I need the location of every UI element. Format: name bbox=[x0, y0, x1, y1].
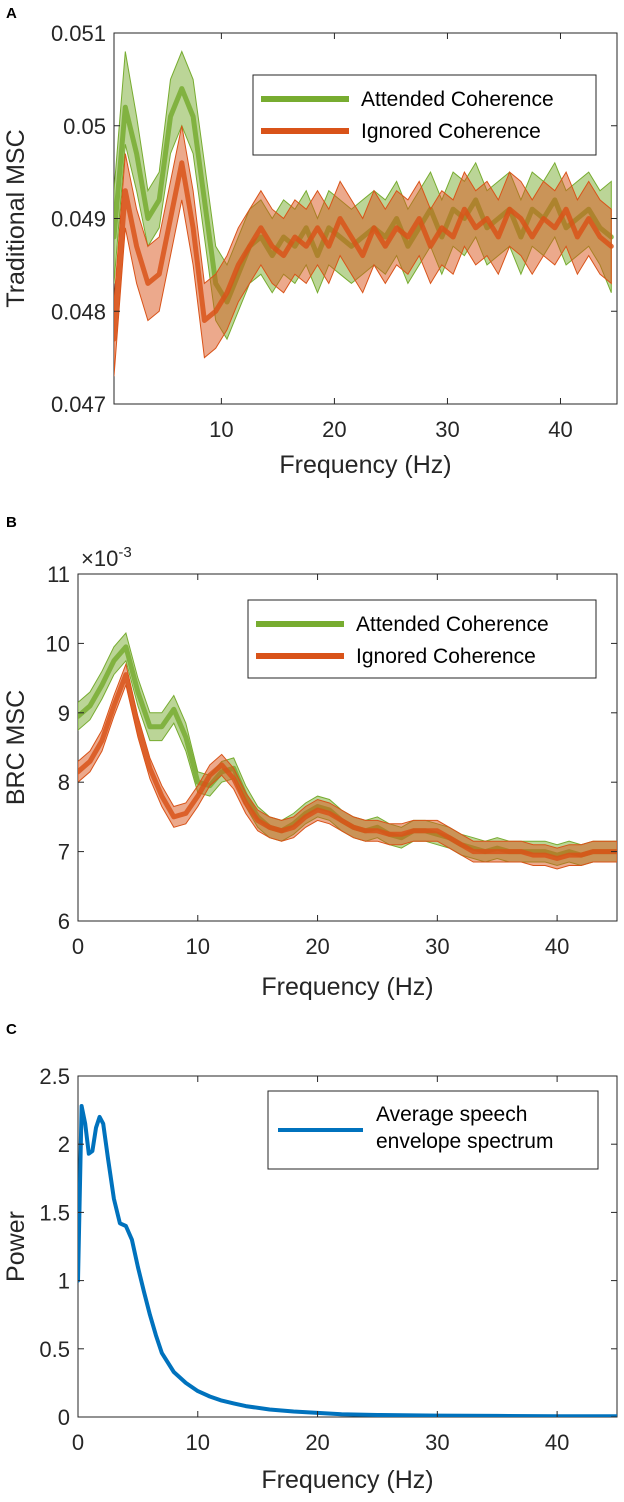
plot-series-1 bbox=[78, 631, 617, 870]
legend-label: Ignored Coherence bbox=[356, 645, 536, 668]
panel-b-letter: B bbox=[6, 514, 17, 531]
x-tick-label: 20 bbox=[305, 1430, 329, 1455]
x-axis-label: Frequency (Hz) bbox=[261, 1466, 433, 1494]
error-band-1-1 bbox=[78, 662, 617, 870]
x-tick-label: 40 bbox=[545, 934, 569, 959]
y-tick-label: 6 bbox=[58, 909, 70, 934]
y-axis-label: Traditional MSC bbox=[2, 129, 30, 307]
x-tick-label: 40 bbox=[545, 1430, 569, 1455]
y-tick-label: 0.05 bbox=[63, 114, 106, 139]
y-tick-label: 10 bbox=[46, 631, 70, 656]
x-tick-label: 30 bbox=[435, 417, 459, 442]
y-axis-label: Power bbox=[2, 1211, 30, 1282]
x-tick-label: 40 bbox=[548, 417, 572, 442]
panel-a-letter: A bbox=[6, 5, 17, 22]
legend-2: Average speech envelope spectrum bbox=[267, 1090, 599, 1170]
y-tick-label: 2.5 bbox=[39, 1064, 70, 1089]
y-tick-label: 11 bbox=[47, 562, 70, 587]
y-axis-label: BRC MSC bbox=[2, 690, 30, 805]
panel-b: B 0 10 20 30 40 6 7 8 9 10 11 ×10-3 Frequency (Hz) BR… bbox=[2, 514, 618, 1001]
y-exponent-label: ×10-3 bbox=[81, 544, 132, 571]
legend-box bbox=[247, 599, 597, 679]
y-tick-label: 0.047 bbox=[51, 392, 106, 417]
panel-a: A 10 20 30 40 0.047 0.048 0.049 0.05 0.051 Freque… bbox=[2, 5, 618, 479]
y-tick-label: 0.5 bbox=[39, 1337, 70, 1362]
x-tick-label: 10 bbox=[186, 934, 210, 959]
plot-series-2 bbox=[78, 1104, 617, 1417]
y-tick-label: 1.5 bbox=[39, 1200, 70, 1225]
y-tick-label: 0 bbox=[58, 1405, 70, 1430]
legend-label: Attended Coherence bbox=[356, 613, 549, 636]
panel-c: C 0 10 20 30 40 0 0.5 1 1.5 2 2.5 Frequency (Hz) Pow… bbox=[2, 1021, 618, 1494]
y-tick-label: 0.051 bbox=[51, 21, 106, 46]
x-tick-label: 0 bbox=[72, 1430, 84, 1455]
legend-box bbox=[252, 74, 597, 156]
x-tick-label: 30 bbox=[425, 1430, 449, 1455]
plot-series-0 bbox=[114, 50, 614, 377]
y-tick-label: 0.048 bbox=[51, 299, 106, 324]
x-tick-label: 30 bbox=[425, 934, 449, 959]
legend-label: Average speech bbox=[376, 1103, 527, 1126]
y-tick-label: 1 bbox=[58, 1269, 70, 1294]
x-tick-label: 20 bbox=[305, 934, 329, 959]
y-tick-label: 8 bbox=[58, 770, 70, 795]
panel-c-letter: C bbox=[6, 1021, 17, 1038]
legend-label: Ignored Coherence bbox=[361, 120, 541, 143]
legend-label: Attended Coherence bbox=[361, 88, 554, 111]
legend-0: Attended Coherence Ignored Coherence bbox=[252, 74, 597, 156]
x-tick-label: 10 bbox=[186, 1430, 210, 1455]
x-tick-label: 0 bbox=[72, 934, 84, 959]
y-exponent-base: ×10 bbox=[81, 546, 118, 571]
x-tick-label: 20 bbox=[322, 417, 346, 442]
y-tick-label: 2 bbox=[58, 1132, 70, 1157]
y-tick-label: 7 bbox=[58, 840, 70, 865]
series-line-2-0 bbox=[78, 1104, 617, 1417]
y-exponent-value: -3 bbox=[118, 544, 131, 561]
x-axis-label: Frequency (Hz) bbox=[279, 451, 451, 479]
series-line-1-1 bbox=[78, 672, 617, 861]
x-tick-label: 10 bbox=[209, 417, 233, 442]
x-axis-label: Frequency (Hz) bbox=[261, 973, 433, 1001]
legend-1: Attended Coherence Ignored Coherence bbox=[247, 599, 597, 679]
series-line-0-1 bbox=[114, 160, 614, 342]
y-tick-label: 9 bbox=[58, 701, 70, 726]
legend-label: envelope spectrum bbox=[376, 1130, 553, 1153]
y-tick-label: 0.049 bbox=[51, 207, 106, 232]
